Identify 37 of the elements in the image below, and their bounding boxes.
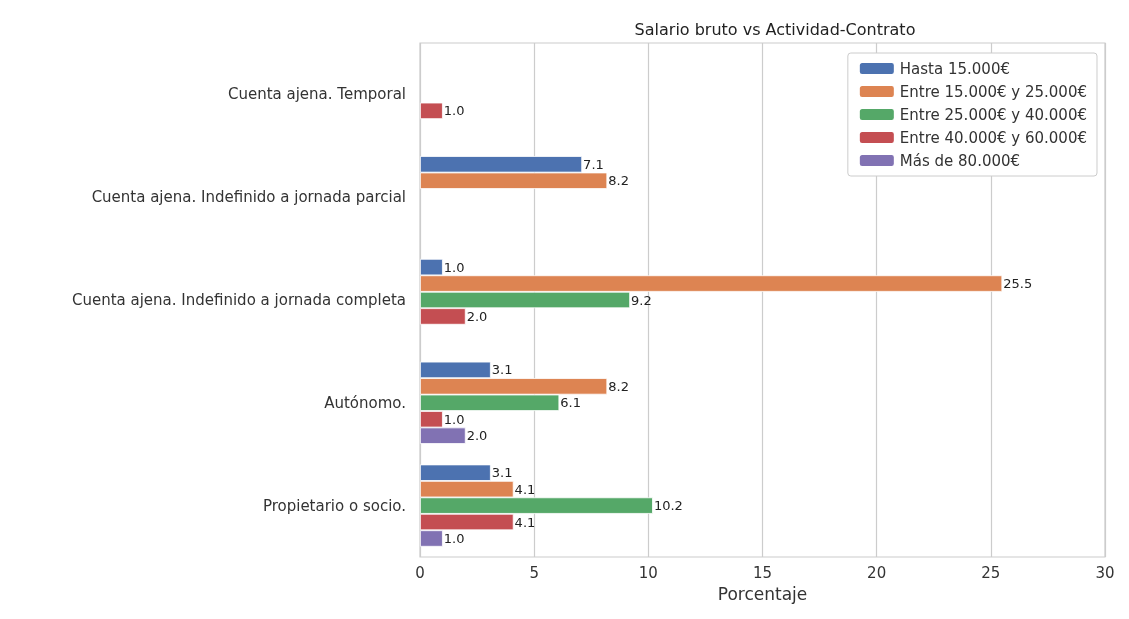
legend-label: Entre 40.000€ y 60.000€ [899,128,1087,147]
legend-label: Entre 25.000€ y 40.000€ [899,105,1087,124]
data-label: 1.0 [443,531,465,546]
legend-label: Más de 80.000€ [899,151,1021,170]
data-label: 25.5 [1003,276,1033,292]
bar [420,102,443,120]
data-label: 4.1 [514,481,536,497]
data-label: 3.1 [491,362,513,378]
data-label: 3.1 [491,465,513,481]
y-tick-label: Autónomo. [324,393,406,412]
data-label: 6.1 [560,395,581,411]
data-label: 2.0 [466,428,488,444]
x-tick-label: 15 [752,563,773,582]
y-tick-label: Propietario o socio. [262,496,406,515]
x-axis-title: Porcentaje [717,583,808,604]
data-label: 1.0 [443,103,465,119]
legend-label: Hasta 15.000€ [899,59,1010,78]
y-tick-label: Cuenta ajena. Temporal [227,85,406,104]
data-label: 7.1 [583,156,604,172]
data-label: 1.0 [443,259,465,275]
data-label: 9.2 [631,292,652,308]
data-label: 1.0 [443,411,465,427]
data-label: 8.2 [608,173,629,189]
x-tick-label: 10 [638,563,658,582]
x-tick-label: 5 [529,563,539,582]
legend-label: Entre 15.000€ y 25.000€ [899,82,1087,101]
x-tick-label: 30 [1095,563,1115,582]
y-tick-label: Cuenta ajena. Indefinido a jornada parcial [91,188,406,207]
x-tick-label: 0 [415,563,425,582]
data-label: 4.1 [514,514,536,530]
y-tick-label: Cuenta ajena. Indefinido a jornada completa [71,291,406,309]
data-label: 2.0 [466,308,488,324]
chart-title: Salario bruto vs Actividad-Contrato [634,19,916,39]
x-tick-label: 25 [981,563,1001,582]
x-tick-label: 20 [867,563,887,582]
data-label: 8.2 [608,378,629,394]
data-label: 10.2 [653,498,683,514]
